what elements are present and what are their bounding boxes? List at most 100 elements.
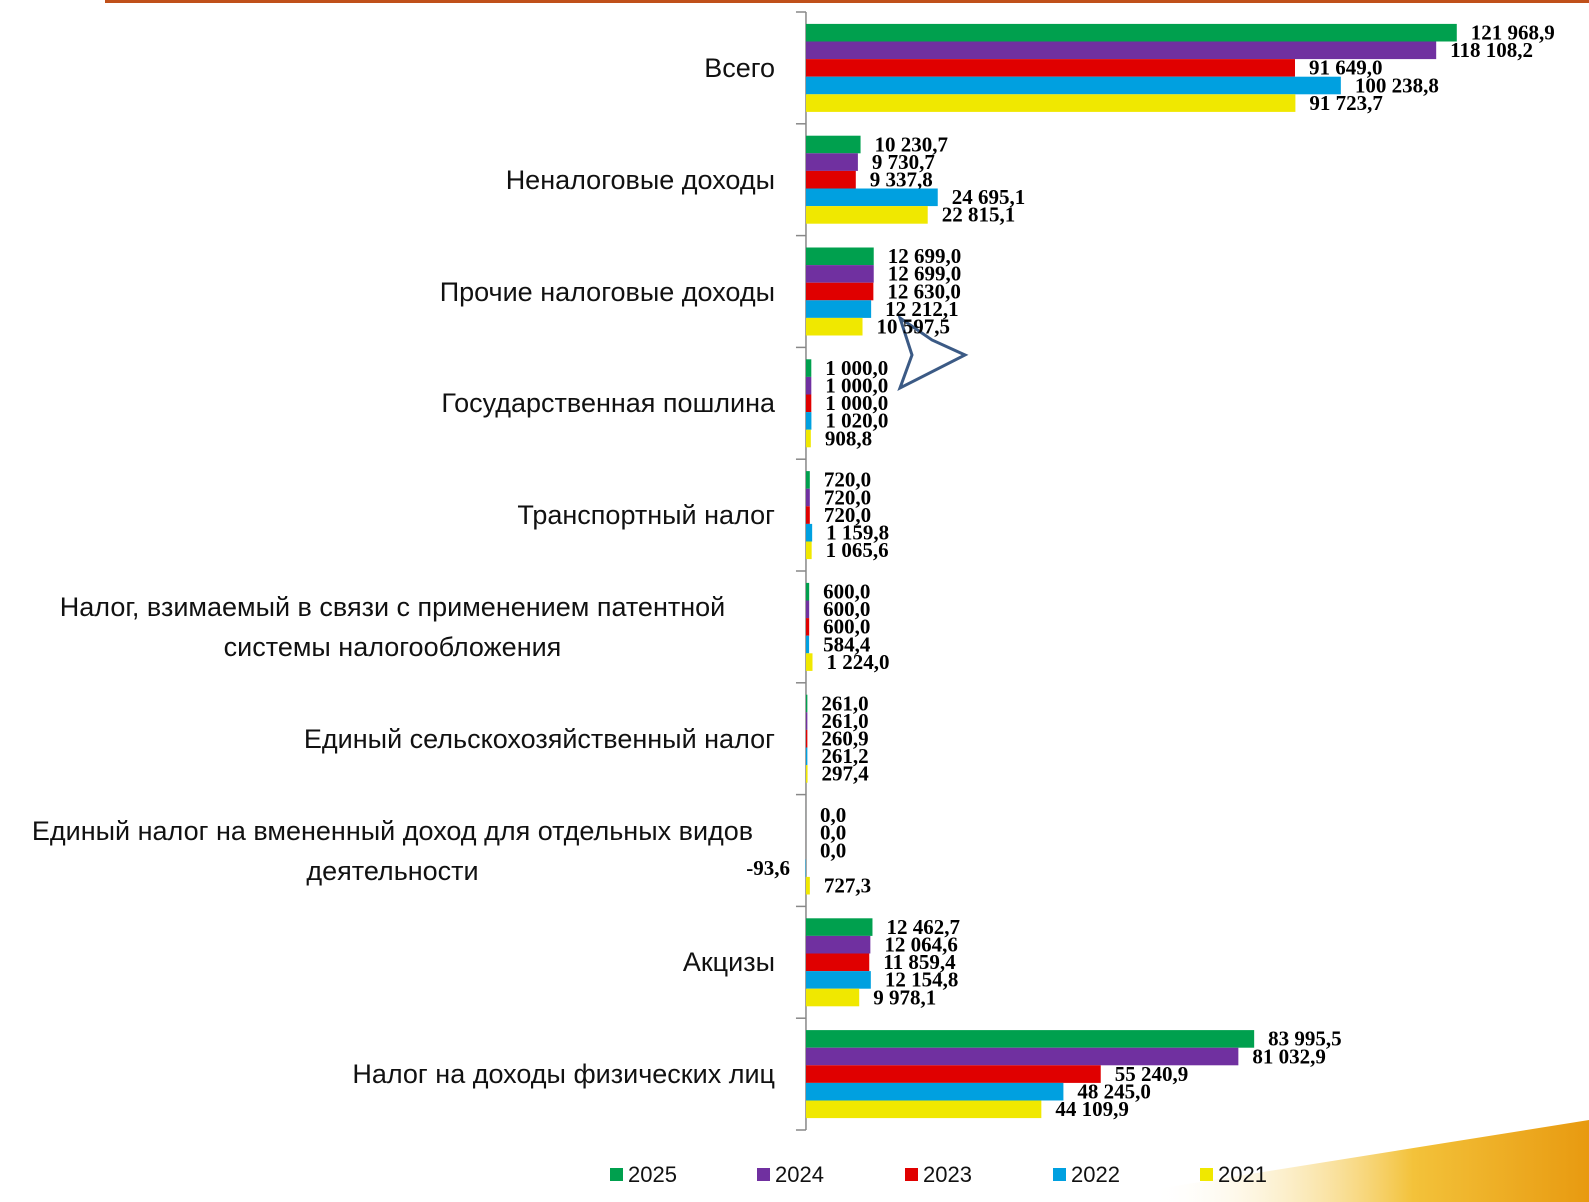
bar [805,523,813,542]
value-label: 12 212,1 [885,297,959,321]
bar [805,541,812,560]
value-label: 261,2 [821,744,868,768]
bar [805,300,872,318]
value-label: 55 240,9 [1115,1062,1189,1086]
top-rule [105,0,1589,3]
bar [805,359,812,377]
value-label: 261,0 [821,709,868,733]
category-label-box: Неналоговые доходы [0,160,775,200]
value-label: 1 159,8 [826,521,889,545]
category-label-box: Всего [0,48,775,88]
category-label: Транспортный налог [517,500,775,531]
category-label-box: Государственная пошлина [0,383,775,423]
legend-swatch [610,1168,623,1181]
legend-swatch [905,1168,918,1181]
value-label: 720,0 [824,503,871,527]
category-label: Прочие налоговые доходы [439,276,775,307]
bar [805,394,812,413]
value-label: 908,8 [825,426,872,450]
bar [805,918,873,936]
value-label: 10 597,5 [877,315,951,339]
bar [805,247,874,266]
bar [805,582,810,601]
bar [805,1047,1239,1066]
value-label: 261,0 [821,691,868,715]
decor-swoosh [1150,1120,1589,1202]
bar [805,265,874,283]
value-label: 12 154,8 [885,968,959,992]
value-label: 600,0 [823,615,870,639]
value-label: 600,0 [823,580,870,604]
category-label: Всего [704,52,775,83]
bar [805,471,810,489]
value-label: 121 968,9 [1471,21,1555,45]
bar [805,712,808,730]
bar [805,600,810,619]
bar [805,765,808,783]
bar [805,1082,1064,1101]
bar [805,317,863,336]
bar [805,506,810,524]
value-label: 118 108,2 [1450,38,1533,62]
bar [805,153,858,171]
bar [805,618,810,636]
bar [805,1065,1101,1083]
legend-label: 2024 [775,1162,824,1187]
category-label-box: Акцизы [0,942,775,982]
bar [805,94,1296,112]
bar [805,135,861,154]
bar [805,23,1457,42]
legend-label: 2025 [628,1162,677,1187]
value-label: 1 065,6 [826,538,889,562]
value-label: 1 224,0 [827,650,890,674]
value-label: 24 695,1 [952,185,1026,209]
bar [805,282,874,301]
value-label: 12 699,0 [888,262,962,286]
legend-label: 2022 [1071,1162,1120,1187]
bar [805,412,812,430]
value-label: 12 630,0 [887,279,961,303]
bar [805,76,1341,95]
category-label-box: Налог, взимаемый в связи с применением п… [0,587,775,667]
legend-swatch [757,1168,770,1181]
value-label: 48 245,0 [1077,1080,1151,1104]
value-label: 91 723,7 [1309,91,1383,115]
value-label: 12 699,0 [888,244,962,268]
category-label-box: Транспортный налог [0,495,775,535]
category-label-box: Единый налог на вмененный доход для отде… [0,811,775,891]
legend-swatch [1053,1168,1066,1181]
bar [805,170,856,189]
bar [805,206,928,224]
value-label: 9 978,1 [873,985,936,1009]
category-label: Неналоговые доходы [505,164,775,195]
value-label: 727,3 [824,874,871,898]
value-label: 720,0 [824,485,871,509]
value-label: 720,0 [824,468,871,492]
bar [805,188,938,207]
bar [805,988,860,1007]
bar [805,747,808,766]
value-label: 297,4 [822,762,870,786]
value-label: 100 238,8 [1355,73,1439,97]
value-label: 12 064,6 [884,933,958,957]
value-label: 1 020,0 [825,409,888,433]
bar [805,971,871,989]
value-label: 91 649,0 [1309,56,1383,80]
category-label-box: Налог на доходы физических лиц [0,1054,775,1094]
bar [805,41,1437,60]
value-label: 9 730,7 [872,150,935,174]
value-label: 22 815,1 [942,203,1016,227]
value-label: 260,9 [821,727,868,751]
value-label: 9 337,8 [870,168,933,192]
value-label: 1 000,0 [825,374,888,398]
category-label: Акцизы [682,947,775,978]
value-label: 81 032,9 [1252,1044,1326,1068]
bar [805,59,1296,77]
bar [805,729,808,748]
bar [805,953,870,972]
bar [805,935,871,954]
value-label: 1 000,0 [825,356,888,380]
value-label: 11 859,4 [883,950,956,974]
